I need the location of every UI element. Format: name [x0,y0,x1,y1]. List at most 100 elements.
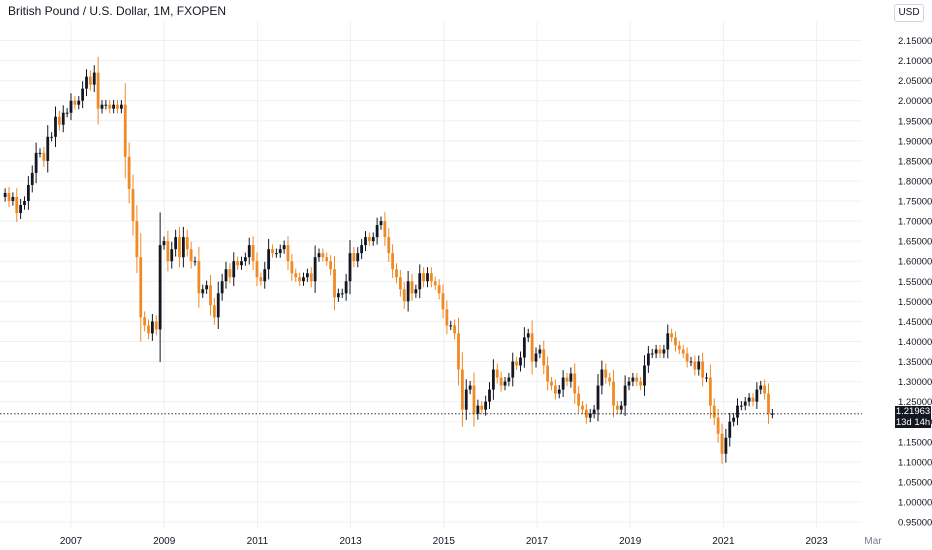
candle-body [739,405,743,407]
candle-body [596,385,600,410]
y-tick-label: 1.05000 [898,477,932,488]
candle-body [3,192,7,197]
candle-body [720,433,724,454]
candle-body [538,349,542,354]
candle-body [604,369,608,378]
candle-body [534,353,538,362]
candle-body [112,104,116,109]
candle-body [724,437,728,454]
candle-body [522,337,526,358]
candle-body [367,237,371,242]
candle-body [321,253,325,258]
candle-body [646,353,650,366]
last-price-badge: 1.21963 13d 14h [895,406,931,428]
y-tick-label: 1.95000 [898,116,932,127]
candle-body [286,245,290,262]
candle-body [751,397,755,402]
candle-body [476,405,480,414]
candle-body [236,261,240,266]
x-tick-label: 2019 [619,536,642,547]
candle-body [46,136,50,161]
y-tick-label: 1.90000 [898,136,932,147]
candle-body [274,253,278,255]
candle-body [736,405,739,418]
candle-body [542,349,546,366]
candle-body [530,333,534,362]
candle-body [30,172,34,185]
candle-body [329,261,333,270]
candle-body [178,237,181,258]
candle-body [584,409,588,418]
candle-body [251,245,255,262]
candle-body [290,261,294,274]
candle-body [615,405,619,410]
candle-body [271,249,274,254]
x-tick-label: 2023 [805,536,828,547]
candle-body [26,184,30,201]
time-axis: 2007 2009 2011 2013 2015 2017 2019 2021 2023 Mar [60,536,882,547]
candle-body [379,221,383,226]
candle-body [631,377,635,382]
bar-countdown: 13d 14h [895,417,931,428]
y-tick-label: 2.00000 [898,96,932,107]
candle-body [743,401,747,406]
candle-body [511,361,515,378]
candle-body [143,317,147,326]
y-tick-label: 1.60000 [898,257,932,268]
candle-body [770,413,774,415]
candle-body [515,361,519,366]
candle-body [360,245,364,254]
candle-body [174,237,178,250]
candle-body [553,385,557,394]
y-tick-label: 1.50000 [898,297,932,308]
candle-body [81,88,85,101]
candle-body [23,201,26,206]
candle-body [197,261,201,294]
candle-body [519,357,522,366]
candle-body [503,381,507,386]
currency-button[interactable]: USD [894,4,924,22]
y-tick-label: 2.05000 [898,76,932,87]
candle-body [100,104,104,109]
candle-body [356,253,360,262]
y-tick-label: 1.45000 [898,317,932,328]
candle-body [716,417,720,434]
y-tick-label: 1.85000 [898,156,932,167]
candle-body [561,377,565,390]
candle-body [449,325,453,327]
candle-body [104,104,108,106]
candle-body [65,112,69,114]
candle-body [38,152,42,154]
candle-body [212,305,216,318]
candle-body [592,409,596,414]
candle-body [348,253,352,282]
candle-body [418,273,422,290]
candle-body [693,361,697,370]
candle-body [619,405,623,410]
candle-body [317,253,321,258]
candle-body [433,281,437,286]
candle-body [34,152,38,173]
candle-body [154,321,158,330]
x-tick-label: 2007 [60,536,83,547]
candle-body [278,249,282,254]
candle-body [445,309,449,326]
candle-body [507,377,511,382]
candle-body [135,221,139,258]
candle-body [302,277,305,282]
y-tick-label: 1.65000 [898,237,932,248]
candle-body [732,417,736,422]
candle-body [650,353,654,355]
candle-body [344,281,348,294]
candle-body [495,369,499,378]
candle-body [243,257,247,262]
candle-body [728,421,732,438]
candle-body [282,245,286,250]
candle-body [577,393,581,406]
candle-body [181,237,185,258]
price-axis: 0.950001.000001.050001.100001.150001.200… [898,36,932,529]
candle-body [588,413,592,418]
candle-body [708,377,712,406]
candle-body [170,249,174,262]
